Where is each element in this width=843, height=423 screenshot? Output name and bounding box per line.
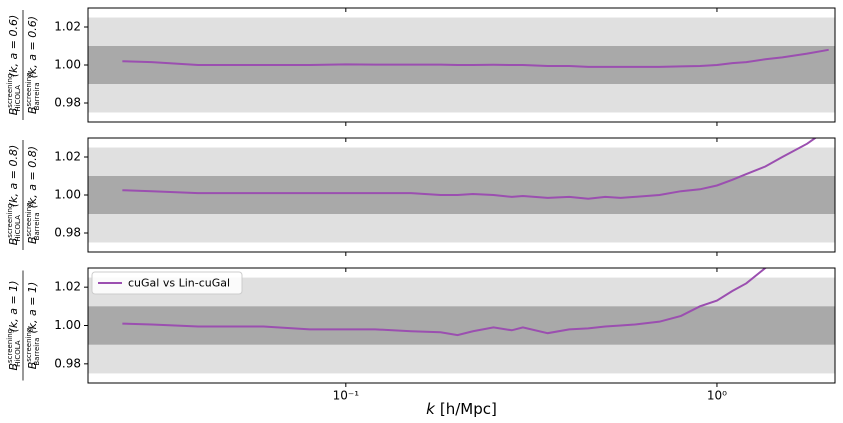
- series-line: [122, 138, 817, 200]
- y-tick-label: 0.98: [54, 356, 81, 370]
- y-label-symbol: B: [26, 106, 39, 114]
- legend-label: cuGal vs Lin-cuGal: [128, 277, 230, 290]
- y-label-symbol: B: [26, 236, 39, 244]
- y-label-args: (k, a = 0.8): [26, 146, 39, 208]
- x-tick-label: 10⁻¹: [333, 389, 360, 403]
- y-label-sub: Barreira: [33, 212, 41, 240]
- y-label-sup: screening: [6, 204, 14, 238]
- y-tick-label: 1.02: [54, 20, 81, 34]
- y-label-sup: screening: [6, 74, 14, 108]
- y-label-sub: HiCOLA: [14, 85, 22, 112]
- frame: [87, 137, 836, 253]
- y-label-args: (k, a = 0.8): [7, 145, 20, 207]
- x-label-unit: [h/Mpc]: [440, 400, 497, 418]
- panel: 0.98 1.00 1.02 BscreeningHiCOLA (k, a = 0.6)…: [6, 7, 836, 126]
- panel: 0.98 1.00 1.02 10⁻¹ 10⁰ cuGal vs Lin-cuGal Bsc…: [6, 267, 836, 418]
- y-label-sup: screening: [25, 202, 33, 236]
- series-line: [122, 268, 768, 337]
- y-label-args: (k, a = 1): [26, 282, 39, 334]
- y-label-sup: screening: [25, 72, 33, 106]
- y-tick-label: 1.00: [54, 318, 81, 332]
- y-label-symbol: B: [7, 238, 20, 246]
- legend-box: [91, 271, 243, 295]
- y-label-numerator: BscreeningHiCOLA (k, a = 0.8): [6, 145, 22, 246]
- series-line: [122, 48, 829, 68]
- y-label-numerator: BscreeningHiCOLA (k, a = 0.6): [6, 15, 22, 116]
- panel: 0.98 1.00 1.02 BscreeningHiCOLA (k, a = 0.8)…: [6, 137, 836, 256]
- y-label-symbol: B: [7, 108, 20, 116]
- y-label-sub: HiCOLA: [14, 215, 22, 242]
- x-label-symbol: k: [426, 400, 436, 418]
- y-label-sub: Barreira: [33, 338, 41, 366]
- y-label-sub: Barreira: [33, 82, 41, 110]
- y-tick-label: 1.02: [54, 280, 81, 294]
- y-tick-label: 0.98: [54, 226, 81, 240]
- y-tick-label: 1.00: [54, 58, 81, 72]
- y-label-args: (k, a = 0.6): [26, 16, 39, 78]
- y-tick-label: 1.00: [54, 188, 81, 202]
- y-label-sup: screening: [25, 328, 33, 362]
- y-label-sup: screening: [6, 329, 14, 363]
- y-tick-label: 1.02: [54, 150, 81, 164]
- y-label-denominator: BscreeningBarreira (k, a = 1): [25, 282, 41, 370]
- y-label-denominator: BscreeningBarreira (k, a = 0.6): [25, 16, 41, 114]
- y-label-denominator: BscreeningBarreira (k, a = 0.8): [25, 146, 41, 244]
- y-label-args: (k, a = 0.6): [7, 15, 20, 77]
- y-label-args: (k, a = 1): [7, 280, 20, 332]
- y-label-numerator: BscreeningHiCOLA (k, a = 1): [6, 280, 22, 370]
- x-label: k [h/Mpc]: [426, 400, 497, 418]
- y-label-sub: HiCOLA: [14, 340, 22, 367]
- frame: [87, 7, 836, 123]
- frame: [87, 267, 836, 384]
- x-tick-label: 10⁰: [707, 389, 727, 403]
- y-label-symbol: B: [7, 363, 20, 371]
- y-tick-label: 0.98: [54, 96, 81, 110]
- y-label-symbol: B: [26, 362, 39, 370]
